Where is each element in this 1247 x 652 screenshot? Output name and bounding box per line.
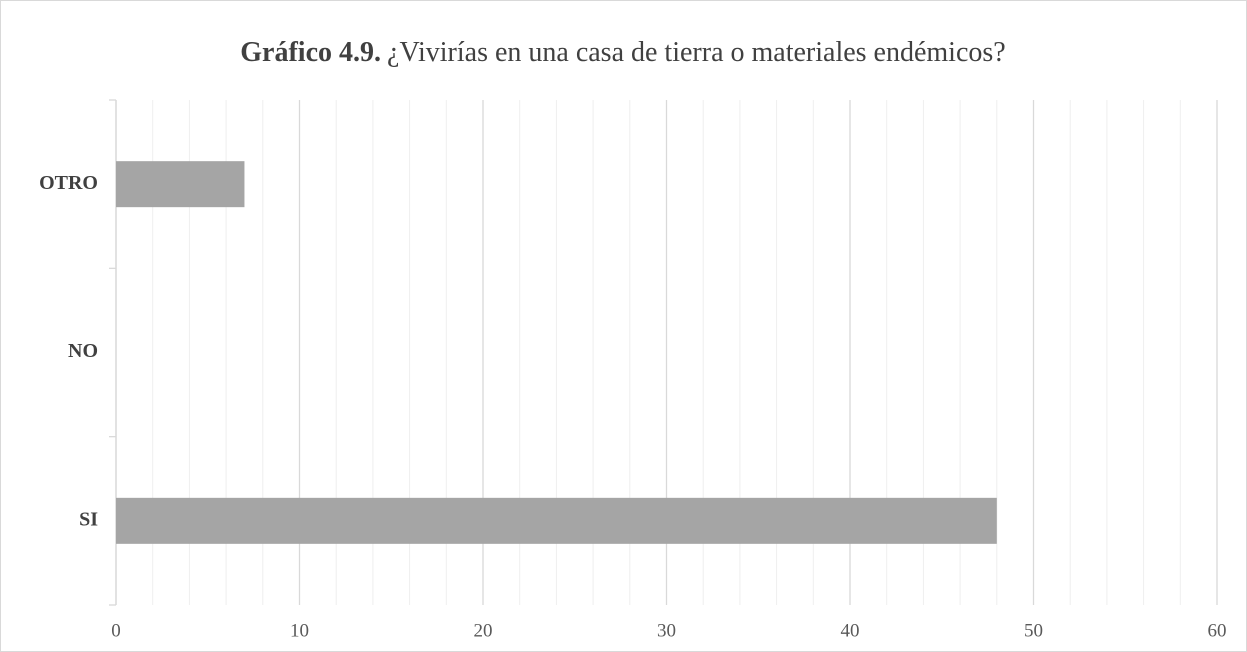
y-tick-label: NO [68,340,98,362]
title-label: Gráfico 4.9. [240,37,381,68]
title-text: ¿Vivirías en una casa de tierra o materi… [387,37,1006,68]
bar [116,497,997,544]
x-tick-label: 20 [474,620,493,641]
x-tick-label: 40 [841,620,860,641]
bar [116,161,245,208]
y-tick-label: OTRO [39,172,98,194]
x-tick-label: 10 [290,620,309,641]
x-tick-label: 60 [1208,620,1227,641]
x-tick-label: 30 [657,620,676,641]
x-tick-label: 50 [1024,620,1043,641]
chart-title: Gráfico 4.9. ¿Vivirías en una casa de tie… [240,37,1005,68]
y-tick-label: SI [79,508,98,530]
x-tick-label: 0 [111,620,121,641]
